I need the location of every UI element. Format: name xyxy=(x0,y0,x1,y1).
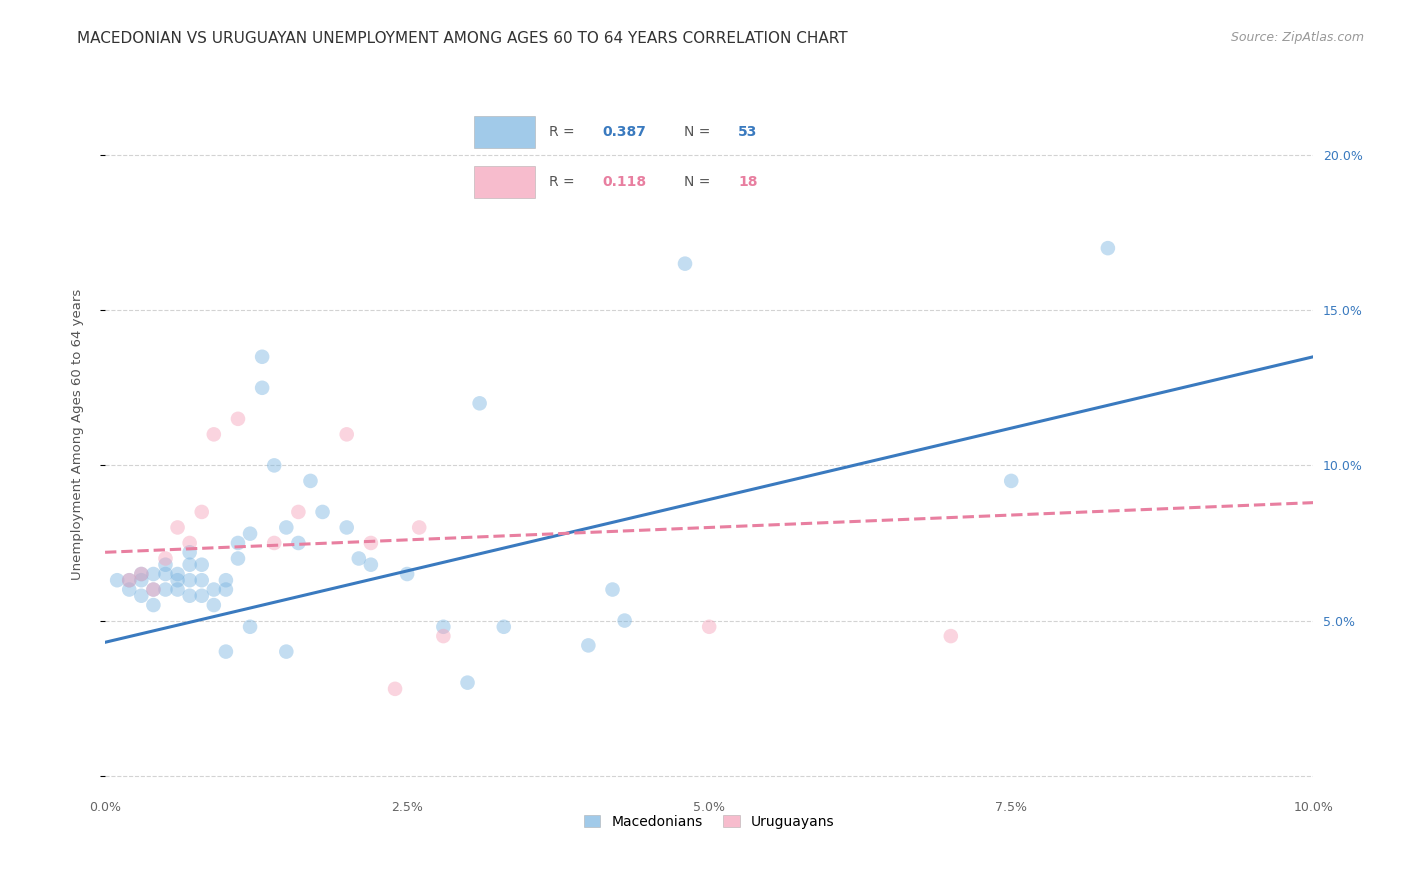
Point xyxy=(179,536,201,550)
Point xyxy=(202,427,225,442)
Point xyxy=(432,620,454,634)
Point xyxy=(179,545,201,559)
Point xyxy=(142,598,165,612)
Point xyxy=(396,567,419,582)
Point xyxy=(166,520,188,534)
Text: MACEDONIAN VS URUGUAYAN UNEMPLOYMENT AMONG AGES 60 TO 64 YEARS CORRELATION CHART: MACEDONIAN VS URUGUAYAN UNEMPLOYMENT AMO… xyxy=(77,31,848,46)
Point xyxy=(215,644,238,658)
Point xyxy=(155,551,177,566)
Point xyxy=(276,520,298,534)
Point xyxy=(131,573,153,587)
Point xyxy=(226,551,249,566)
Point xyxy=(142,567,165,582)
Point xyxy=(299,474,322,488)
Point xyxy=(408,520,430,534)
Point xyxy=(673,257,696,271)
Point xyxy=(250,350,273,364)
Point xyxy=(190,589,212,603)
Point xyxy=(215,582,238,597)
Legend: Macedonians, Uruguayans: Macedonians, Uruguayans xyxy=(578,809,841,834)
Point xyxy=(118,573,141,587)
Point xyxy=(131,567,153,582)
Point xyxy=(697,620,720,634)
Point xyxy=(468,396,491,410)
Point xyxy=(166,567,188,582)
Point xyxy=(118,573,141,587)
Point xyxy=(155,582,177,597)
Point xyxy=(215,573,238,587)
Point xyxy=(190,505,212,519)
Point xyxy=(939,629,962,643)
Point xyxy=(142,582,165,597)
Point xyxy=(155,558,177,572)
Point xyxy=(179,558,201,572)
Point xyxy=(155,567,177,582)
Point xyxy=(226,412,249,426)
Point xyxy=(576,639,599,653)
Point xyxy=(250,381,273,395)
Point xyxy=(384,681,406,696)
Point xyxy=(432,629,454,643)
Point xyxy=(1000,474,1022,488)
Point xyxy=(263,536,285,550)
Point xyxy=(602,582,624,597)
Point xyxy=(166,573,188,587)
Point xyxy=(179,589,201,603)
Point xyxy=(336,520,359,534)
Point xyxy=(1097,241,1119,255)
Point xyxy=(239,526,262,541)
Point xyxy=(276,644,298,658)
Point xyxy=(360,558,382,572)
Point xyxy=(226,536,249,550)
Point xyxy=(492,620,515,634)
Y-axis label: Unemployment Among Ages 60 to 64 years: Unemployment Among Ages 60 to 64 years xyxy=(72,289,84,580)
Point xyxy=(336,427,359,442)
Point xyxy=(239,620,262,634)
Point xyxy=(105,573,128,587)
Point xyxy=(263,458,285,473)
Point xyxy=(287,536,309,550)
Point xyxy=(131,589,153,603)
Point xyxy=(347,551,370,566)
Point xyxy=(202,582,225,597)
Point xyxy=(311,505,333,519)
Point xyxy=(142,582,165,597)
Point xyxy=(457,675,479,690)
Point xyxy=(179,573,201,587)
Point xyxy=(613,614,636,628)
Point xyxy=(131,567,153,582)
Point xyxy=(287,505,309,519)
Point xyxy=(190,573,212,587)
Point xyxy=(118,582,141,597)
Point xyxy=(190,558,212,572)
Point xyxy=(202,598,225,612)
Point xyxy=(166,582,188,597)
Text: Source: ZipAtlas.com: Source: ZipAtlas.com xyxy=(1230,31,1364,45)
Point xyxy=(360,536,382,550)
